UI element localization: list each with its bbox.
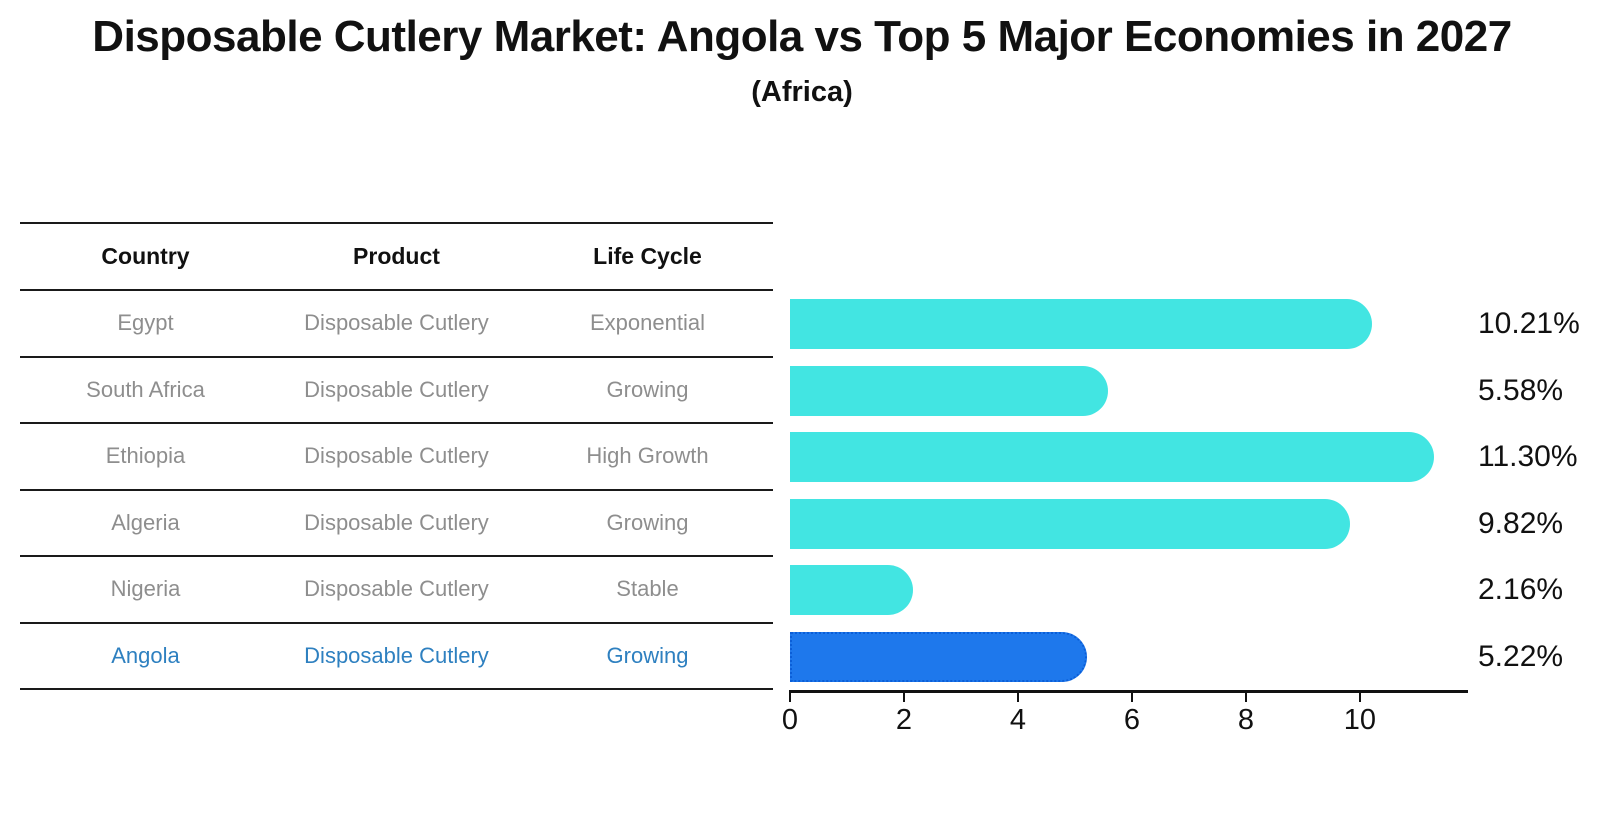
- cell-life-cycle: High Growth: [586, 443, 709, 469]
- cell-product: Disposable Cutlery: [304, 642, 489, 668]
- cell-life-cycle: Growing: [606, 509, 689, 535]
- table-row: Angola Disposable Cutlery Growing: [20, 624, 773, 690]
- cell-life-cycle: Stable: [616, 576, 679, 602]
- x-tick-mark: [902, 693, 905, 702]
- x-axis-line: [789, 690, 1468, 693]
- cell-country: Algeria: [111, 509, 180, 535]
- bar-slot: [790, 491, 1467, 558]
- column-header-country: Country: [101, 243, 190, 269]
- table-row: South Africa Disposable Cutlery Growing: [20, 358, 773, 424]
- table-row: Nigeria Disposable Cutlery Stable: [20, 557, 773, 624]
- cell-product: Disposable Cutlery: [304, 509, 489, 535]
- x-tick-mark: [1244, 693, 1247, 702]
- table-header-row: Country Product Life Cycle: [20, 222, 773, 291]
- table-row: Ethiopia Disposable Cutlery High Growth: [20, 424, 773, 491]
- bar-slot: [790, 358, 1467, 425]
- cell-life-cycle: Growing: [606, 642, 689, 668]
- table-body: Egypt Disposable Cutlery Exponential South …: [20, 291, 773, 690]
- bar-highlight-angola: [790, 631, 1088, 682]
- column-header-lifecycle: Life Cycle: [593, 243, 702, 269]
- bar-egypt: [790, 299, 1372, 350]
- x-tick-mark: [789, 693, 791, 702]
- x-axis-ticks: 0 2 4 6 8 10: [782, 693, 1467, 738]
- x-tick-mark: [1358, 693, 1361, 702]
- bar-chart-area: [790, 291, 1467, 690]
- bar-slot: [790, 557, 1467, 624]
- cell-life-cycle: Exponential: [590, 310, 705, 336]
- x-tick-mark: [1130, 693, 1133, 702]
- cell-country: Nigeria: [110, 576, 181, 602]
- x-tick-mark: [1016, 693, 1019, 702]
- bar-algeria: [790, 498, 1350, 549]
- column-header-product: Product: [353, 243, 440, 269]
- bar-slot: [790, 624, 1467, 691]
- bar-nigeria: [790, 565, 914, 616]
- x-tick-label: 0: [781, 704, 799, 736]
- cell-life-cycle: Growing: [606, 376, 689, 402]
- cell-product: Disposable Cutlery: [304, 443, 489, 469]
- cell-product: Disposable Cutlery: [304, 576, 489, 602]
- x-tick-label: 6: [1123, 704, 1140, 736]
- table-row: Algeria Disposable Cutlery Growing: [20, 491, 773, 557]
- table-row: Egypt Disposable Cutlery Exponential: [20, 291, 773, 358]
- cell-country: Angola: [111, 642, 180, 668]
- bar-value-label: 9.82%: [1478, 506, 1564, 540]
- bar-slot: [790, 424, 1467, 491]
- x-tick-label: 8: [1237, 704, 1254, 736]
- bar-value-labels: 10.21% 5.58% 11.30% 9.82% 2.16% 5.22%: [1478, 291, 1580, 690]
- bar-value-label: 5.22%: [1478, 639, 1564, 673]
- bar-value-label: 2.16%: [1478, 573, 1564, 607]
- bar-slot: [790, 291, 1467, 358]
- country-table: Country Product Life Cycle Egypt Disposab…: [20, 222, 773, 690]
- bar-value-label: 11.30%: [1478, 440, 1578, 474]
- cell-country: Egypt: [117, 310, 174, 336]
- cell-product: Disposable Cutlery: [304, 310, 489, 336]
- bar-value-label: 5.58%: [1478, 373, 1564, 407]
- chart-title: Disposable Cutlery Market: Angola vs Top…: [92, 12, 1512, 61]
- bar-south-africa: [790, 365, 1108, 416]
- cell-country: South Africa: [86, 376, 205, 402]
- bar-ethiopia: [790, 432, 1434, 483]
- x-tick-label: 2: [895, 704, 913, 736]
- bar-value-label: 10.21%: [1478, 307, 1580, 341]
- cell-country: Ethiopia: [105, 443, 186, 469]
- cell-product: Disposable Cutlery: [304, 376, 489, 402]
- chart-subtitle: (Africa): [751, 76, 853, 108]
- x-tick-label: 10: [1343, 704, 1376, 736]
- x-tick-label: 4: [1009, 704, 1027, 736]
